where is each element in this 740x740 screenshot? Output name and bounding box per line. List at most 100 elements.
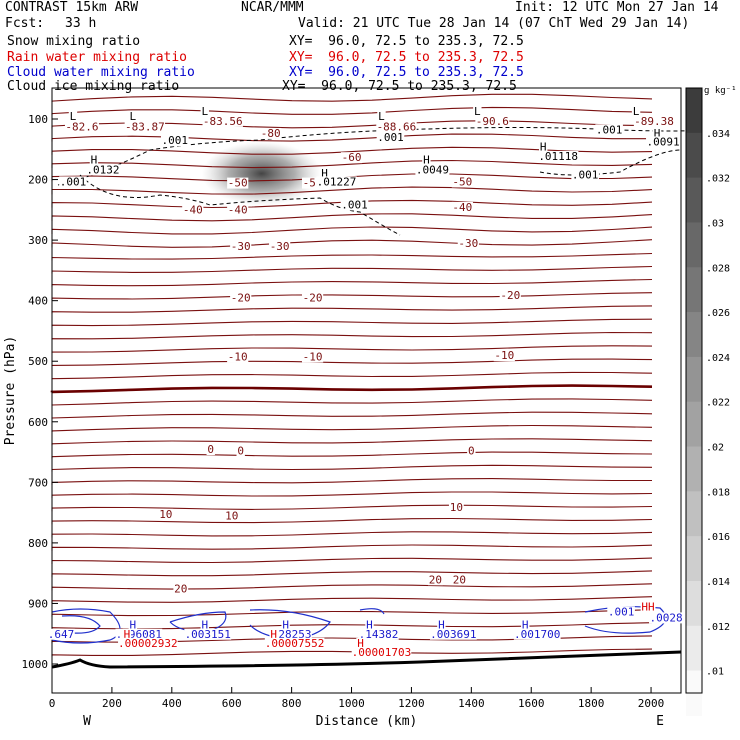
ice-snow-label-bg xyxy=(376,132,405,144)
ice-snow-label-bg xyxy=(320,167,329,179)
isotherm-line xyxy=(51,133,652,142)
rain-water-label: H xyxy=(270,628,277,641)
ice-snow-label-bg xyxy=(415,164,450,176)
colorbar-swatch xyxy=(686,88,702,134)
isotherm-line xyxy=(51,186,653,195)
cloud-ice-contour xyxy=(79,174,401,236)
isotherm-line xyxy=(51,93,653,102)
isotherm-label: 10 xyxy=(225,510,238,523)
cloud-water-label-bg xyxy=(513,628,561,640)
isotherm-label: -83.56 xyxy=(203,115,243,128)
y-axis-title: Pressure (hPa) xyxy=(3,336,18,446)
isotherm-label: -20 xyxy=(500,289,520,302)
isotherm-line xyxy=(51,331,653,340)
ice-snow-label-bg xyxy=(59,176,87,188)
rain-water-label-bg xyxy=(356,637,365,649)
isotherm-label-bg xyxy=(202,115,243,127)
ice-snow-label: H xyxy=(423,154,430,167)
ice-snow-label-bg xyxy=(539,141,548,153)
x-axis-title: Distance (km) xyxy=(316,714,418,729)
ice-snow-label-bg xyxy=(128,111,138,122)
field-cloudice-name: Cloud ice mixing ratio xyxy=(7,79,180,94)
isotherm-label-bg xyxy=(124,121,166,133)
x-tick-label: 1600 xyxy=(518,697,545,710)
isotherm-label-bg xyxy=(301,292,324,304)
cloud-water-label: H xyxy=(201,619,208,632)
ice-snow-label: L xyxy=(633,105,640,118)
ice-snow-label: L xyxy=(474,105,481,118)
cloud-water-label-bg xyxy=(281,619,290,631)
y-tick-label: 500 xyxy=(28,355,48,368)
isotherm-line xyxy=(51,252,653,261)
ice-snow-label: L xyxy=(130,110,137,123)
cloud-water-label-bg xyxy=(607,606,635,618)
isotherm-label-bg xyxy=(227,177,249,189)
ice-snow-label-bg xyxy=(340,199,369,211)
isotherm-label: -82.6 xyxy=(65,120,98,133)
valid-time: Valid: 21 UTC Tue 28 Jan 14 (07 ChT Wed … xyxy=(298,16,690,31)
isotherm-line xyxy=(51,239,653,248)
ice-snow-label-bg xyxy=(595,124,623,136)
rain-water-label-bg xyxy=(122,628,132,640)
field-cloudwater-xy: XY= 96.0, 72.5 to 235.3, 72.5 xyxy=(289,65,524,80)
colorbar-label: .032 xyxy=(706,174,730,185)
colorbar-label: .018 xyxy=(706,487,730,498)
ice-snow-label-bg xyxy=(631,106,641,118)
colorbar-label: .028 xyxy=(706,263,730,274)
model-title: CONTRAST 15km ARW xyxy=(5,0,139,15)
isotherm-label-bg xyxy=(227,204,249,216)
colorbar-swatch xyxy=(686,267,702,313)
isotherm-label: -40 xyxy=(183,203,203,216)
isotherm-line xyxy=(51,648,653,657)
isotherm-line xyxy=(51,504,653,512)
ice-snow-label-bg xyxy=(85,164,120,176)
ice-snow-label: L xyxy=(378,110,385,123)
y-tick-label: 900 xyxy=(28,597,48,610)
ice-snow-label: .001 xyxy=(341,198,368,211)
isotherm-line xyxy=(51,609,653,617)
cloud-water-label-bg xyxy=(521,619,530,631)
isotherm-label-bg xyxy=(448,502,464,514)
isotherm-label-bg xyxy=(182,204,204,216)
isotherm-label-bg xyxy=(301,177,324,189)
colorbar-label: .022 xyxy=(706,398,730,409)
isotherm-label-bg xyxy=(633,115,675,127)
ice-snow-label: L xyxy=(70,110,77,123)
isotherm-line xyxy=(51,305,653,314)
isotherm-label: 20 xyxy=(429,573,442,586)
x-tick-label: 1000 xyxy=(338,697,365,710)
org-label: NCAR/MMM xyxy=(241,0,304,15)
rain-water-label: H xyxy=(124,628,131,641)
ice-snow-label-bg xyxy=(161,135,189,147)
colorbar-swatch xyxy=(686,446,702,492)
isotherm-label: -10 xyxy=(494,349,514,362)
cloud-water-label-bg xyxy=(429,628,477,640)
y-tick-label: 1000 xyxy=(22,658,49,671)
cloud-water-label-bg xyxy=(365,619,374,631)
colorbar-swatch xyxy=(686,625,702,672)
isotherm-line xyxy=(51,424,653,432)
isotherm-label-bg xyxy=(467,445,476,457)
isotherm-label: -40 xyxy=(452,201,472,214)
isotherm-label-bg xyxy=(230,241,252,253)
isotherm-line xyxy=(51,106,653,116)
ice-snow-label: .0049 xyxy=(416,163,449,176)
cloud-water-label: .001700 xyxy=(514,628,560,641)
isotherm-label: -20 xyxy=(231,292,251,305)
field-cloudwater-name: Cloud water mixing ratio xyxy=(7,65,195,80)
x-tick-label: 1800 xyxy=(578,697,605,710)
field-snow-xy: XY= 96.0, 72.5 to 235.3, 72.5 xyxy=(289,34,524,49)
cloud-water-label-bg xyxy=(184,628,232,640)
ice-snow-label: .001 xyxy=(596,123,623,136)
isotherm-line xyxy=(51,159,653,169)
isotherm-line xyxy=(51,531,653,538)
isotherm-label-bg xyxy=(340,152,363,164)
isotherm-label: -30 xyxy=(458,237,478,250)
cloud-water-label: .003691 xyxy=(430,628,476,641)
ice-snow-label-bg xyxy=(537,150,579,162)
isotherm-line xyxy=(51,544,653,551)
colorbar-label: .02 xyxy=(706,443,724,454)
rain-water-label-bg xyxy=(269,628,278,640)
colorbar-swatch xyxy=(686,222,702,268)
